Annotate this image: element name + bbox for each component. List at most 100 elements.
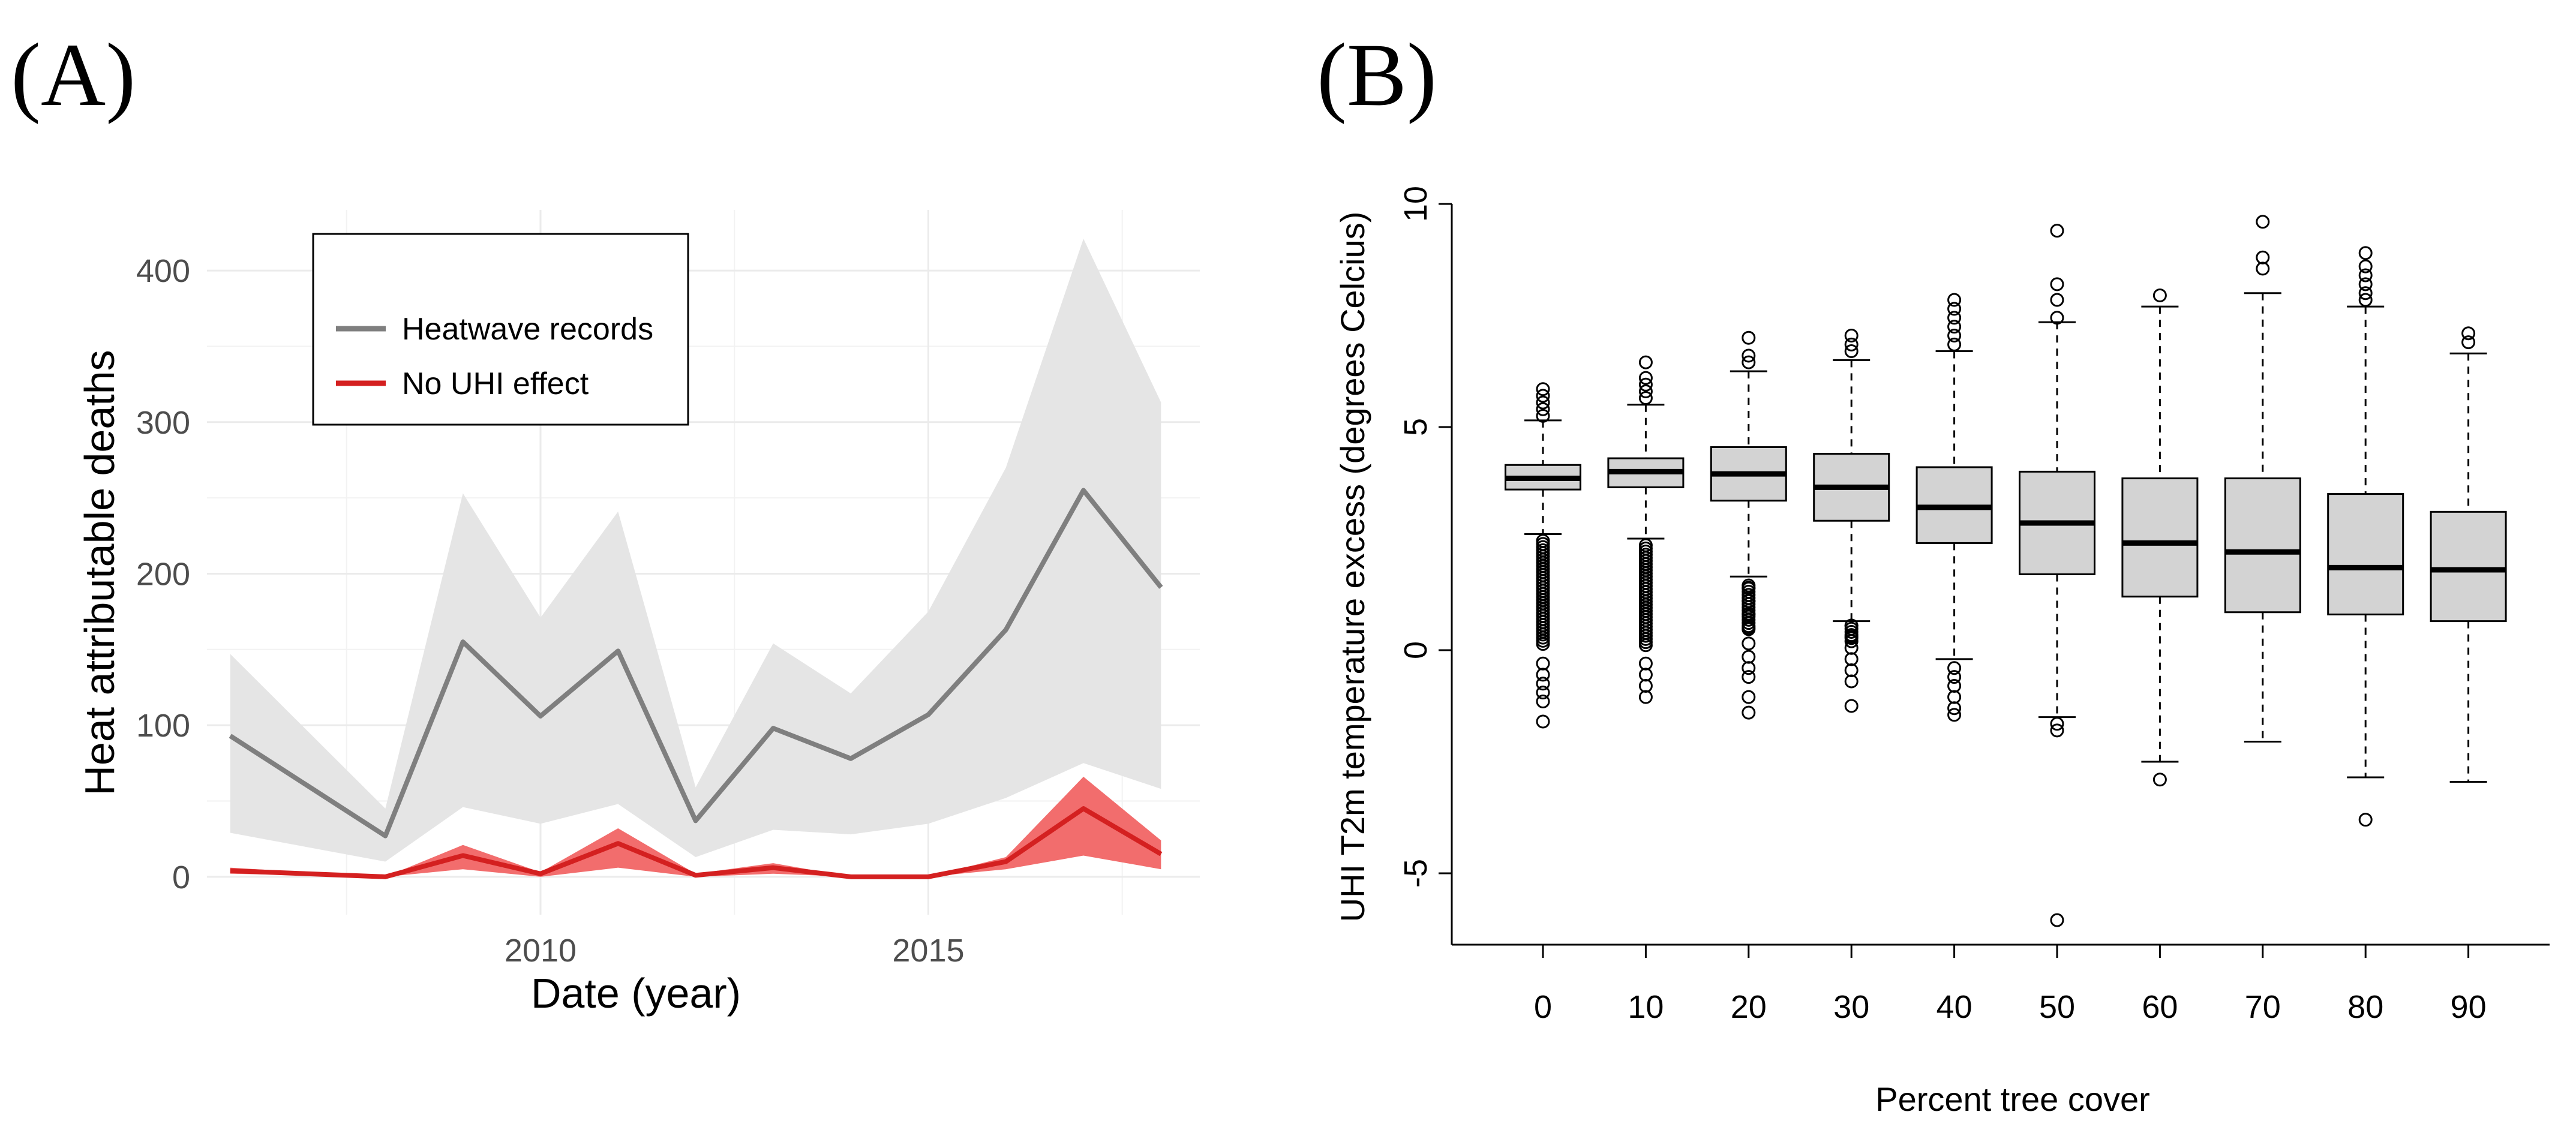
- outlier-point: [1947, 708, 1962, 722]
- panel-b-axes: [1439, 203, 2550, 958]
- outlier-point: [1536, 714, 1550, 729]
- outlier-point: [1947, 661, 1962, 675]
- outlier-point: [2050, 913, 2064, 927]
- panel-b-label: (B): [1317, 25, 1437, 125]
- x-tick-label: 2015: [892, 933, 964, 969]
- outlier-point: [1638, 377, 1653, 392]
- panel-a: (A) 0 100 200 300 400 2010 2015 Date (year) He…: [11, 25, 1200, 1017]
- outlier-point: [2050, 224, 2064, 238]
- outlier-point: [2050, 277, 2064, 291]
- outlier-point: [1638, 384, 1653, 398]
- outlier-point: [1947, 337, 1962, 351]
- x-tick-label: 10: [1628, 989, 1664, 1025]
- no-uhi-confidence-band: [230, 777, 1161, 877]
- outlier-point: [1536, 668, 1550, 682]
- outlier-point: [1536, 389, 1550, 403]
- legend-label-no-uhi: No UHI effect: [402, 366, 589, 401]
- outlier-point: [1638, 638, 1653, 653]
- outlier-point: [1844, 699, 1859, 713]
- x-tick-label: 40: [1936, 989, 1972, 1025]
- heatwave-confidence-band: [230, 239, 1161, 862]
- outlier-point: [2461, 326, 2476, 341]
- x-tick-label: 90: [2451, 989, 2487, 1025]
- outlier-point: [1947, 320, 1962, 334]
- box-iqr: [2327, 493, 2404, 615]
- outlier-point: [2050, 723, 2064, 738]
- outlier-point: [1536, 695, 1550, 709]
- x-tick-label: 50: [2039, 989, 2075, 1025]
- outlier-point: [1536, 395, 1550, 410]
- y-tick-label: 5: [1398, 418, 1434, 436]
- outlier-point: [1742, 348, 1756, 363]
- no-uhi-effect-line: [230, 806, 1163, 879]
- outlier-point: [2358, 268, 2373, 283]
- outlier-point: [2256, 215, 2270, 229]
- outlier-point: [2152, 773, 2167, 787]
- outlier-point: [1536, 402, 1550, 416]
- outlier-point: [1947, 328, 1962, 342]
- outlier-point: [1536, 686, 1550, 700]
- panel-a-tick-labels: 0 100 200 300 400 2010 2015: [136, 253, 965, 969]
- outlier-point: [1638, 690, 1653, 704]
- outlier-point: [2050, 293, 2064, 307]
- y-tick-label: 0: [172, 859, 190, 895]
- panel-a-lines: [229, 488, 1163, 879]
- panel-b-tick-labels: -5 0 5 10 0 10 20 30 40 50 60 70 80 90: [1398, 186, 2487, 1025]
- outlier-point: [1947, 701, 1962, 716]
- outlier-point: [1947, 302, 1962, 316]
- x-tick-label: 2010: [505, 933, 577, 969]
- panel-b-x-axis-label: Percent tree cover: [1875, 1080, 2150, 1118]
- outlier-point: [1638, 668, 1653, 682]
- legend-label-heatwave: Heatwave records: [402, 312, 653, 347]
- outlier-point: [2256, 262, 2270, 276]
- outlier-point: [1844, 337, 1859, 351]
- outlier-point: [1638, 391, 1653, 405]
- outlier-point: [1638, 355, 1653, 369]
- y-tick-label: 200: [136, 556, 190, 592]
- box-iqr: [2430, 510, 2507, 623]
- panel-b-outliers: [1536, 215, 2476, 927]
- outlier-point: [2358, 293, 2373, 307]
- y-tick-label: 300: [136, 405, 190, 441]
- outlier-point: [2358, 286, 2373, 300]
- outlier-point: [1536, 637, 1550, 651]
- outlier-point: [2358, 246, 2373, 260]
- outlier-point: [2461, 335, 2476, 350]
- x-tick-label: 80: [2347, 989, 2383, 1025]
- outlier-point: [1536, 677, 1550, 691]
- outlier-point: [2152, 288, 2167, 303]
- panel-b-boxes: [1505, 292, 2507, 783]
- outlier-point: [1742, 670, 1756, 684]
- outlier-point: [1536, 382, 1550, 396]
- panel-b-y-axis-label: UHI T2m temperature excess (degrees Celc…: [1334, 212, 1371, 922]
- outlier-point: [2256, 250, 2270, 265]
- y-tick-label: 0: [1398, 641, 1434, 659]
- panel-a-label: (A): [11, 25, 136, 125]
- outlier-point: [2050, 717, 2064, 731]
- panel-a-bands: [230, 239, 1161, 877]
- outlier-point: [2050, 311, 2064, 325]
- legend: Heatwave records No UHI effect: [312, 233, 689, 426]
- y-tick-label: 400: [136, 253, 190, 289]
- x-tick-label: 30: [1833, 989, 1869, 1025]
- y-tick-label: -5: [1398, 859, 1434, 888]
- outlier-point: [1947, 678, 1962, 693]
- outlier-point: [1742, 705, 1756, 720]
- outlier-point: [2358, 259, 2373, 274]
- outlier-point: [1844, 674, 1859, 689]
- outlier-point: [1638, 371, 1653, 385]
- y-tick-label: 100: [136, 708, 190, 744]
- heatwave-records-line: [229, 488, 1163, 839]
- x-tick-label: 20: [1731, 989, 1767, 1025]
- outlier-point: [1947, 293, 1962, 307]
- outlier-point: [1742, 330, 1756, 345]
- outlier-point: [1947, 690, 1962, 704]
- x-tick-label: 60: [2142, 989, 2178, 1025]
- outlier-point: [1742, 622, 1756, 636]
- x-tick-label: 0: [1534, 989, 1552, 1025]
- outlier-point: [1536, 656, 1550, 671]
- outlier-point: [1844, 663, 1859, 677]
- outlier-point: [1844, 652, 1859, 666]
- outlier-point: [1742, 636, 1756, 651]
